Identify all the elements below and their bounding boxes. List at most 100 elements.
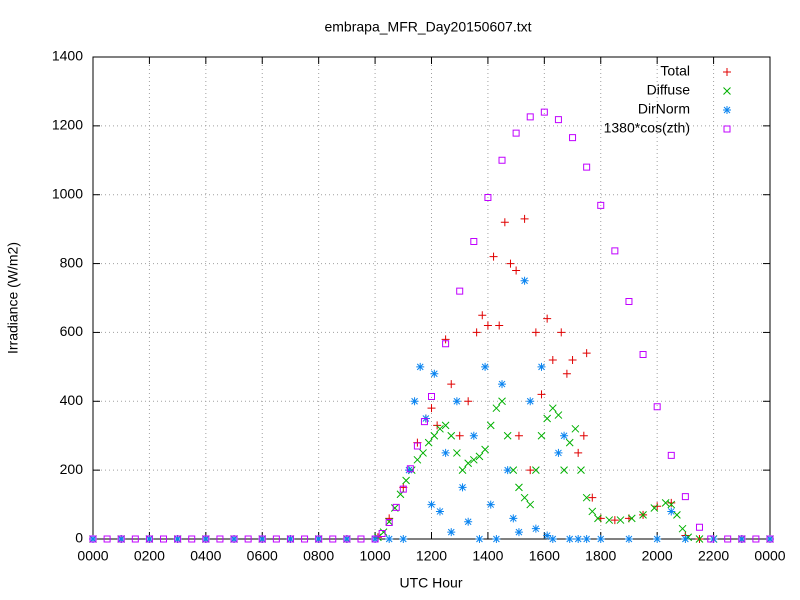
point	[661, 498, 670, 507]
y-axis-label: Irradiance (W/m2)	[5, 242, 21, 354]
point	[486, 500, 495, 509]
point	[650, 504, 659, 512]
point	[413, 442, 421, 450]
point	[486, 421, 495, 430]
point	[560, 466, 568, 474]
point	[272, 535, 280, 543]
point	[357, 535, 365, 543]
point	[582, 535, 591, 543]
legend-label: DirNorm	[638, 101, 690, 117]
plot-border	[92, 56, 771, 540]
y-tick-label: 400	[60, 392, 84, 408]
point	[160, 535, 168, 543]
point	[653, 403, 661, 411]
point	[117, 535, 125, 543]
point	[399, 485, 407, 493]
point	[597, 201, 605, 209]
point	[678, 524, 687, 533]
point	[667, 507, 676, 516]
point	[475, 452, 484, 461]
point	[537, 362, 546, 371]
point	[392, 503, 400, 511]
point	[548, 535, 557, 543]
point	[695, 523, 703, 531]
point	[131, 535, 139, 543]
point	[707, 535, 715, 543]
point	[560, 431, 569, 440]
x-tick-label: 0800	[303, 548, 334, 564]
point	[343, 535, 351, 543]
point	[627, 514, 636, 523]
legend-label: Total	[660, 63, 690, 79]
point	[594, 514, 602, 523]
point	[464, 397, 473, 406]
point	[596, 535, 605, 543]
point	[554, 448, 563, 457]
point	[145, 535, 153, 543]
point	[442, 340, 450, 348]
point	[420, 418, 428, 426]
point	[500, 218, 509, 227]
point	[625, 297, 633, 305]
point	[509, 466, 518, 474]
point	[498, 380, 507, 389]
point	[472, 328, 481, 337]
point	[427, 500, 436, 509]
point	[286, 535, 295, 543]
point	[406, 465, 414, 473]
point	[428, 392, 435, 400]
point	[464, 459, 473, 468]
point	[512, 266, 521, 275]
point	[489, 252, 498, 261]
point	[588, 507, 597, 516]
x-tick-label: 0200	[134, 548, 165, 564]
point	[430, 431, 439, 440]
point	[301, 535, 309, 543]
y-tick-label: 1200	[52, 117, 83, 133]
x-tick-label: 0000	[754, 548, 785, 564]
point	[562, 369, 571, 378]
point	[430, 369, 439, 378]
point	[568, 355, 577, 364]
point	[548, 355, 557, 364]
point	[427, 404, 436, 413]
point	[258, 535, 266, 543]
legend-label: Diffuse	[647, 82, 691, 98]
point	[286, 535, 294, 543]
point	[314, 535, 323, 543]
chart-title: embrapa_MFR_Day20150607.txt	[324, 19, 531, 35]
point	[571, 424, 580, 433]
point	[103, 535, 111, 543]
point	[483, 321, 492, 330]
point	[173, 535, 182, 543]
point	[605, 516, 614, 524]
point	[681, 493, 689, 501]
point	[399, 535, 408, 543]
x-tick-label: 1800	[585, 548, 616, 564]
point	[441, 448, 450, 457]
point	[532, 466, 540, 474]
point	[537, 431, 546, 440]
y-tick-label: 600	[60, 323, 84, 339]
point	[737, 535, 746, 543]
point	[673, 511, 681, 519]
x-tick-label: 1200	[416, 548, 447, 564]
x-tick-label: 2200	[698, 548, 729, 564]
point	[577, 466, 585, 474]
point	[752, 535, 760, 543]
x-tick-label: 1600	[529, 548, 560, 564]
point	[413, 455, 422, 464]
point	[174, 535, 182, 543]
point	[514, 431, 523, 440]
point	[315, 535, 323, 543]
point	[329, 535, 337, 543]
point	[452, 397, 461, 406]
x-tick-label: 0600	[247, 548, 278, 564]
point	[574, 535, 583, 543]
x-tick-label: 1000	[360, 548, 391, 564]
point	[469, 431, 478, 440]
point	[667, 500, 676, 509]
y-tick-label: 1400	[52, 48, 83, 64]
point	[574, 448, 583, 457]
point	[416, 362, 425, 371]
